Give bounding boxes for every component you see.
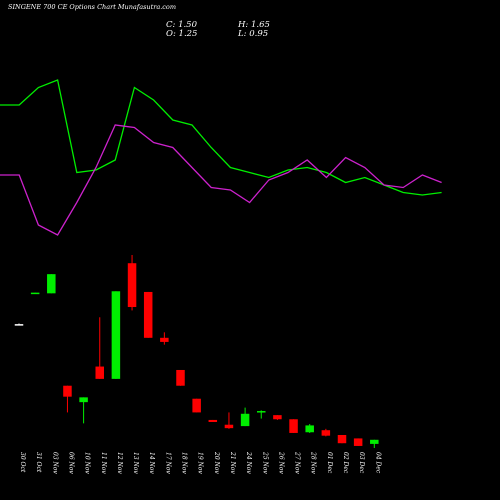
candle-body [257, 411, 266, 413]
x-tick-label: 28 Nov [310, 451, 317, 474]
candle-body [47, 274, 56, 294]
x-tick-label: 19 Nov [197, 452, 204, 474]
candle-27-nov [289, 419, 298, 433]
x-tick-label: 27 Nov [294, 451, 301, 474]
candle-body [63, 385, 72, 397]
indicator-line-1 [0, 79, 442, 196]
candle-body [289, 419, 298, 433]
candle-31-oct [30, 292, 40, 295]
candle-26-nov [273, 415, 282, 420]
candle-body [353, 438, 363, 446]
x-tick-label: 17 Nov [164, 452, 171, 474]
x-tick-label: 26 Nov [277, 451, 284, 474]
x-tick-label: 18 Nov [181, 452, 188, 474]
candle-body [273, 415, 282, 420]
candle-20-nov [208, 419, 218, 422]
x-tick-label: 06 Nov [67, 452, 74, 474]
x-tick-label: 03 Dec [358, 452, 365, 474]
candle-body [143, 291, 153, 338]
candle-01-dec [321, 428, 331, 437]
candle-body [160, 337, 169, 342]
close-readout: C: 1.50 [166, 20, 197, 30]
chart-title: SINGENE 700 CE Options Chart Munafasutra… [8, 3, 176, 11]
x-tick-label: 02 Dec [342, 452, 349, 474]
x-tick-label: 04 Dec [374, 452, 381, 474]
x-tick-label: 25 Nov [261, 451, 268, 474]
x-tick-label: 01 Dec [326, 452, 333, 474]
candle-body [337, 434, 347, 444]
candle-body [79, 397, 88, 403]
x-tick-label: 14 Nov [148, 452, 155, 474]
x-tick-label: 24 Nov [245, 451, 252, 474]
x-tick-label: 13 Nov [132, 452, 139, 474]
candle-body [321, 430, 331, 436]
candle-11-nov [95, 317, 104, 379]
high-readout: H: 1.65 [238, 20, 270, 30]
low-readout: L: 0.95 [238, 29, 269, 39]
candle-body [224, 424, 234, 429]
x-tick-label: 30 Oct [19, 452, 26, 473]
x-tick-label: 21 Nov [229, 451, 236, 474]
candle-body [111, 291, 121, 379]
candle-30-oct [14, 323, 24, 326]
candle-body [95, 366, 104, 379]
candle-12-nov [111, 291, 121, 379]
candle-04-dec [370, 439, 379, 448]
x-tick-label: 11 Nov [100, 452, 107, 474]
candle-25-nov [257, 410, 266, 419]
candle-19-nov [192, 398, 201, 413]
candle-13-nov [127, 255, 137, 311]
candle-body [240, 413, 250, 427]
open-readout: O: 1.25 [166, 29, 198, 39]
candle-21-nov [224, 412, 234, 429]
candle-06-nov [63, 385, 72, 413]
candle-18-nov [176, 369, 185, 386]
candle-body [14, 324, 24, 326]
candle-17-nov [160, 332, 169, 345]
candle-body [370, 439, 379, 444]
candle-body [305, 425, 314, 433]
candle-02-dec [337, 434, 347, 444]
candle-body [30, 292, 40, 295]
candle-03-nov [47, 274, 56, 294]
candle-14-nov [143, 291, 153, 338]
candle-body [208, 419, 218, 422]
indicator-line-2 [0, 124, 442, 236]
candle-body [176, 369, 185, 386]
candle-body [127, 263, 137, 308]
indicator-lines [0, 79, 442, 236]
candle-24-nov [240, 407, 250, 427]
candle-body [192, 398, 201, 413]
x-tick-label: 31 Oct [35, 452, 42, 473]
candle-28-nov [305, 424, 314, 433]
x-axis-labels: 30 Oct 31 Oct 03 Nov 06 Nov 10 Nov 11 Nov 12 N… [19, 451, 381, 474]
x-tick-label: 12 Nov [116, 452, 123, 474]
x-tick-label: 20 Nov [213, 451, 220, 474]
candle-10-nov [79, 397, 88, 424]
x-tick-label: 03 Nov [51, 452, 58, 474]
candlesticks [14, 255, 379, 448]
x-tick-label: 10 Nov [84, 452, 91, 474]
candle-03-dec [353, 438, 363, 446]
